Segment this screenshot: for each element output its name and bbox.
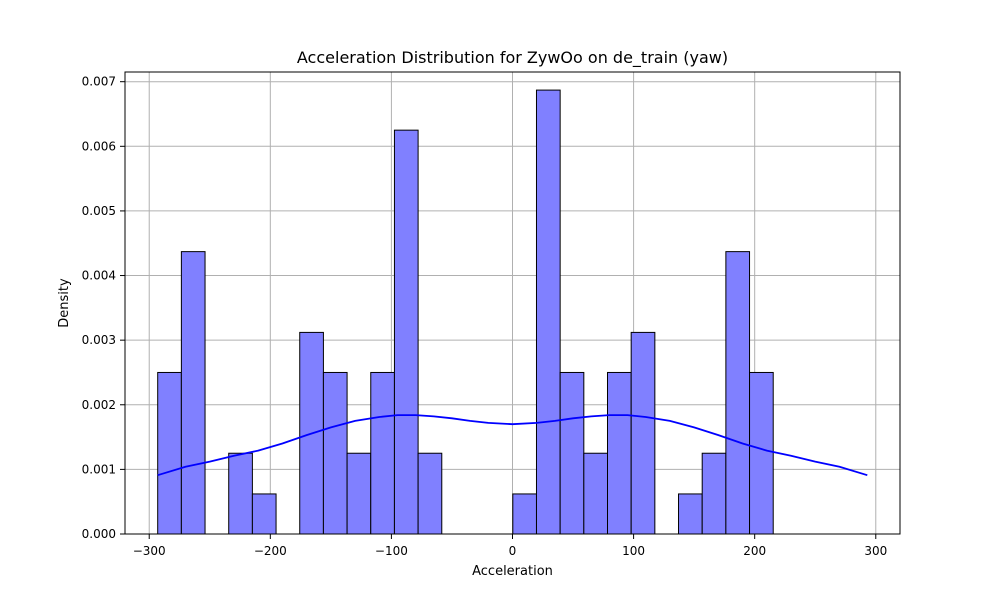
- x-axis-ticks: −300 −200 −100 0 100 200 300: [133, 534, 887, 558]
- y-tick-label: 0.007: [82, 75, 116, 89]
- histogram-bar: [417, 452, 443, 535]
- histogram-bar: [180, 251, 206, 535]
- histogram-bar: [322, 371, 348, 535]
- x-axis-label: Acceleration: [472, 564, 553, 579]
- x-tick-label: −100: [375, 544, 408, 558]
- histogram-bar: [559, 371, 585, 535]
- y-tick-label: 0.005: [82, 204, 116, 218]
- y-tick-label: 0.001: [82, 462, 116, 476]
- histogram-bar: [251, 493, 277, 535]
- histogram-bar: [678, 493, 703, 535]
- y-axis-ticks: 0.000 0.001 0.002 0.003 0.004 0.005 0.006 0.007: [82, 75, 125, 541]
- x-tick-label: −300: [133, 544, 166, 558]
- x-tick-label: 200: [743, 544, 766, 558]
- histogram-bar: [228, 452, 253, 535]
- y-tick-label: 0.000: [82, 527, 116, 541]
- x-tick-label: 100: [622, 544, 645, 558]
- histogram-bar: [512, 493, 537, 535]
- histogram-bar: [346, 452, 372, 535]
- histogram-bar: [701, 452, 727, 535]
- y-tick-label: 0.004: [82, 269, 116, 283]
- histogram-bar: [606, 371, 632, 535]
- y-tick-label: 0.003: [82, 333, 116, 347]
- kde-curve-group: [157, 414, 868, 477]
- y-tick-label: 0.006: [82, 139, 116, 153]
- histogram-bar: [630, 331, 656, 535]
- histogram-bar: [393, 129, 419, 535]
- kde-line: [157, 414, 868, 477]
- histogram-bar: [583, 452, 608, 535]
- histogram-bar: [370, 371, 395, 535]
- histogram-bar: [749, 371, 774, 535]
- y-tick-label: 0.002: [82, 398, 116, 412]
- histogram-bar: [725, 251, 751, 535]
- histogram-bar: [535, 89, 561, 535]
- x-tick-label: 300: [864, 544, 887, 558]
- x-tick-label: −200: [254, 544, 287, 558]
- chart-title: Acceleration Distribution for ZywOo on d…: [297, 48, 728, 68]
- histogram-bars: [157, 89, 774, 535]
- x-tick-label: 0: [509, 544, 517, 558]
- y-axis-label: Density: [57, 278, 72, 328]
- histogram-bar: [157, 371, 182, 535]
